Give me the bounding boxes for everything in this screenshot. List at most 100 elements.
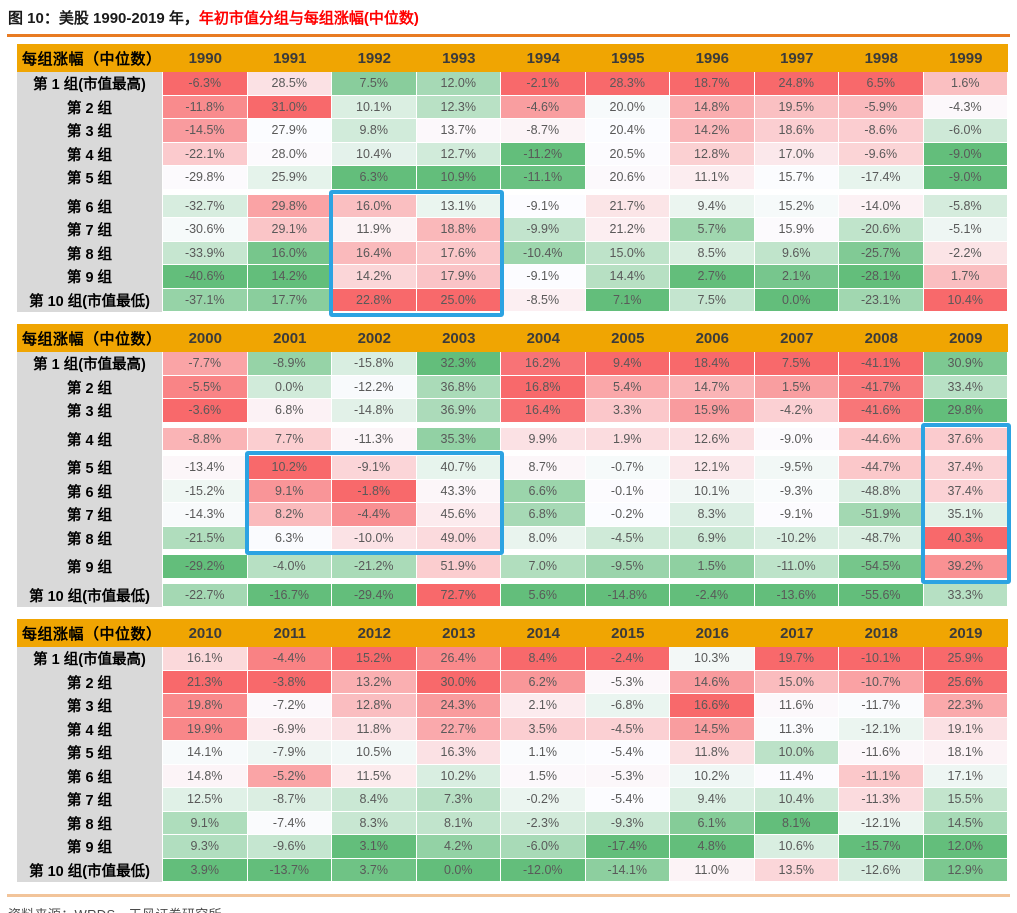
- data-cell: 14.5%: [923, 811, 1008, 835]
- data-cell: -54.5%: [839, 555, 924, 579]
- data-cell: -6.0%: [501, 835, 586, 859]
- data-cell: -8.8%: [163, 427, 248, 451]
- data-cell: -21.5%: [163, 526, 248, 550]
- data-cell: 49.0%: [416, 526, 501, 550]
- row-label: 第 7 组: [17, 503, 163, 527]
- data-cell: -9.5%: [585, 555, 670, 579]
- data-cell: -14.8%: [332, 399, 417, 423]
- data-cell: -9.1%: [501, 265, 586, 289]
- data-cell: -2.2%: [923, 241, 1008, 265]
- data-cell: -9.3%: [754, 479, 839, 503]
- row-label: 第 10 组(市值最低): [17, 858, 163, 882]
- data-cell: 9.8%: [332, 119, 417, 143]
- data-cell: -32.7%: [163, 194, 248, 218]
- row-label: 第 5 组: [17, 166, 163, 190]
- row-label: 第 4 组: [17, 142, 163, 166]
- year-header: 1991: [247, 44, 332, 72]
- data-cell: 6.8%: [247, 399, 332, 423]
- data-cell: -4.5%: [585, 717, 670, 741]
- data-cell: 8.4%: [332, 788, 417, 812]
- data-cell: -4.4%: [247, 647, 332, 671]
- data-cell: 18.7%: [670, 72, 755, 96]
- data-cell: 9.3%: [163, 835, 248, 859]
- year-header: 1996: [670, 44, 755, 72]
- data-cell: 14.8%: [163, 764, 248, 788]
- data-cell: 0.0%: [247, 375, 332, 399]
- data-cell: -8.6%: [839, 119, 924, 143]
- data-cell: 31.0%: [247, 95, 332, 119]
- data-cell: 15.5%: [923, 788, 1008, 812]
- data-cell: 1.9%: [585, 427, 670, 451]
- year-header: 2011: [247, 619, 332, 647]
- data-cell: 16.3%: [416, 741, 501, 765]
- data-cell: 15.0%: [585, 241, 670, 265]
- year-header: 2007: [754, 324, 839, 352]
- row-label: 第 8 组: [17, 241, 163, 265]
- data-cell: -2.4%: [585, 647, 670, 671]
- data-cell: 19.7%: [754, 647, 839, 671]
- data-cell: -2.1%: [501, 72, 586, 96]
- data-cell: -10.0%: [332, 526, 417, 550]
- title-divider-rule: [7, 34, 1010, 37]
- data-cell: 10.4%: [754, 788, 839, 812]
- data-cell: 8.7%: [501, 456, 586, 480]
- data-cell: 43.3%: [416, 479, 501, 503]
- data-cell: -29.4%: [332, 583, 417, 607]
- data-cell: 7.5%: [670, 288, 755, 312]
- data-cell: 10.2%: [416, 764, 501, 788]
- data-cell: 14.2%: [670, 119, 755, 143]
- data-cell: 9.4%: [670, 788, 755, 812]
- data-cell: 13.1%: [416, 194, 501, 218]
- data-cell: 2.7%: [670, 265, 755, 289]
- data-cell: 29.1%: [247, 218, 332, 242]
- year-header: 2014: [501, 619, 586, 647]
- data-cell: 36.9%: [416, 399, 501, 423]
- data-cell: -11.7%: [839, 694, 924, 718]
- data-cell: 11.6%: [754, 694, 839, 718]
- data-cell: -6.0%: [923, 119, 1008, 143]
- row-label: 第 2 组: [17, 670, 163, 694]
- data-cell: 32.3%: [416, 352, 501, 376]
- data-cell: 15.9%: [754, 218, 839, 242]
- data-cell: 36.8%: [416, 375, 501, 399]
- year-header: 2003: [416, 324, 501, 352]
- year-header: 2019: [923, 619, 1008, 647]
- data-cell: 18.8%: [416, 218, 501, 242]
- data-cell: -13.6%: [754, 583, 839, 607]
- data-cell: -6.9%: [247, 717, 332, 741]
- data-cell: 14.2%: [247, 265, 332, 289]
- data-cell: 12.0%: [923, 835, 1008, 859]
- footer-divider-rule: [7, 894, 1010, 897]
- data-cell: -8.7%: [501, 119, 586, 143]
- data-cell: -22.7%: [163, 583, 248, 607]
- data-cell: -9.3%: [585, 811, 670, 835]
- data-cell: 17.0%: [754, 142, 839, 166]
- data-cell: -11.8%: [163, 95, 248, 119]
- year-header: 1993: [416, 44, 501, 72]
- data-cell: -48.7%: [839, 526, 924, 550]
- data-cell: 20.4%: [585, 119, 670, 143]
- data-cell: -5.3%: [585, 670, 670, 694]
- row-gap: [163, 422, 1008, 428]
- data-cell: 12.8%: [332, 694, 417, 718]
- row-gap-label: [17, 451, 163, 456]
- data-cell: -11.1%: [501, 166, 586, 190]
- data-cell: 35.1%: [923, 503, 1008, 527]
- heatmap-tables-area: 每组涨幅（中位数） 1990 1991 1992 1993 1994 1995 1996 199…: [17, 44, 1011, 882]
- data-cell: 16.2%: [501, 352, 586, 376]
- year-header: 2012: [332, 619, 417, 647]
- data-cell: -14.5%: [163, 119, 248, 143]
- data-cell: 7.5%: [754, 352, 839, 376]
- data-cell: 16.1%: [163, 647, 248, 671]
- data-cell: 20.6%: [585, 166, 670, 190]
- data-cell: 6.3%: [247, 526, 332, 550]
- data-cell: -40.6%: [163, 265, 248, 289]
- data-cell: 35.3%: [416, 427, 501, 451]
- data-cell: 5.7%: [670, 218, 755, 242]
- year-header: 2001: [247, 324, 332, 352]
- data-cell: -10.1%: [839, 647, 924, 671]
- source-note: 资料来源：WRDS，天风证券研究所: [8, 904, 1017, 913]
- data-cell: 0.0%: [754, 288, 839, 312]
- data-cell: -5.8%: [923, 194, 1008, 218]
- data-cell: -16.7%: [247, 583, 332, 607]
